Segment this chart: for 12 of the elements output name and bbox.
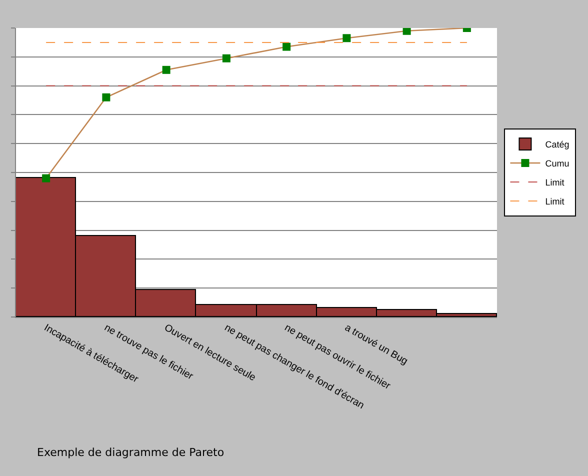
text: Exemple de diagramme de Pareto [37, 446, 224, 459]
point [222, 54, 230, 62]
point [342, 34, 351, 42]
point [282, 42, 291, 51]
point [42, 174, 50, 182]
legend-label: Cumu [545, 158, 570, 169]
point [102, 93, 110, 102]
legend-label: Limit [545, 196, 565, 207]
point [162, 66, 170, 74]
point [402, 28, 411, 35]
legend-label: Catég [545, 140, 570, 150]
legend-label: Limit [545, 178, 565, 188]
